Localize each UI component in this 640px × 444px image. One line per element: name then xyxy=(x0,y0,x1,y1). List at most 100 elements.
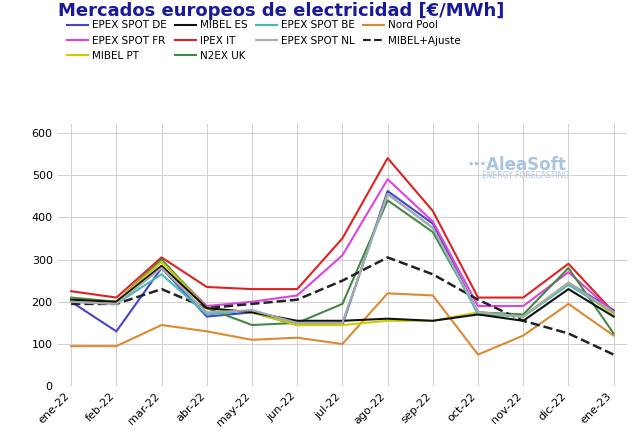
EPEX SPOT BE xyxy=(339,320,346,325)
N2EX UK xyxy=(203,305,211,311)
EPEX SPOT NL xyxy=(157,266,165,271)
MIBEL ES xyxy=(474,312,482,317)
EPEX SPOT NL xyxy=(248,308,256,313)
Nord Pool xyxy=(610,333,618,338)
EPEX SPOT NL xyxy=(474,309,482,315)
MIBEL ES xyxy=(339,318,346,323)
MIBEL ES xyxy=(520,318,527,323)
MIBEL PT xyxy=(429,318,436,323)
Nord Pool xyxy=(429,293,436,298)
MIBEL PT xyxy=(339,322,346,328)
MIBEL ES xyxy=(113,299,120,305)
Nord Pool xyxy=(520,333,527,338)
EPEX SPOT DE xyxy=(113,329,120,334)
IPEX IT xyxy=(564,261,572,266)
EPEX SPOT DE xyxy=(520,314,527,319)
MIBEL PT xyxy=(157,259,165,264)
MIBEL+Ajuste xyxy=(67,301,75,306)
EPEX SPOT DE xyxy=(339,322,346,328)
EPEX SPOT BE xyxy=(429,225,436,230)
EPEX SPOT NL xyxy=(564,280,572,285)
EPEX SPOT NL xyxy=(113,301,120,306)
EPEX SPOT DE xyxy=(293,322,301,328)
EPEX SPOT NL xyxy=(610,309,618,315)
N2EX UK xyxy=(157,257,165,262)
Line: EPEX SPOT FR: EPEX SPOT FR xyxy=(71,179,614,312)
Nord Pool xyxy=(474,352,482,357)
MIBEL+Ajuste xyxy=(339,278,346,283)
MIBEL PT xyxy=(113,299,120,305)
N2EX UK xyxy=(429,230,436,235)
EPEX SPOT BE xyxy=(564,282,572,288)
MIBEL PT xyxy=(564,280,572,285)
MIBEL+Ajuste xyxy=(384,255,392,260)
EPEX SPOT DE xyxy=(474,309,482,315)
Nord Pool xyxy=(157,322,165,328)
EPEX SPOT BE xyxy=(610,309,618,315)
MIBEL+Ajuste xyxy=(474,297,482,302)
EPEX SPOT BE xyxy=(67,299,75,305)
N2EX UK xyxy=(474,309,482,315)
MIBEL PT xyxy=(384,318,392,323)
EPEX SPOT NL xyxy=(384,191,392,197)
MIBEL PT xyxy=(474,309,482,315)
MIBEL+Ajuste xyxy=(564,331,572,336)
EPEX SPOT DE xyxy=(610,308,618,313)
IPEX IT xyxy=(384,155,392,161)
Line: MIBEL ES: MIBEL ES xyxy=(71,266,614,321)
Line: EPEX SPOT DE: EPEX SPOT DE xyxy=(71,191,614,331)
EPEX SPOT NL xyxy=(203,309,211,315)
MIBEL PT xyxy=(203,305,211,311)
N2EX UK xyxy=(610,331,618,336)
EPEX SPOT BE xyxy=(113,301,120,306)
Line: EPEX SPOT BE: EPEX SPOT BE xyxy=(71,194,614,323)
IPEX IT xyxy=(520,295,527,300)
Line: MIBEL PT: MIBEL PT xyxy=(71,262,614,325)
EPEX SPOT FR xyxy=(429,219,436,224)
MIBEL+Ajuste xyxy=(157,286,165,292)
IPEX IT xyxy=(113,295,120,300)
EPEX SPOT FR xyxy=(339,253,346,258)
EPEX SPOT DE xyxy=(429,221,436,226)
EPEX SPOT FR xyxy=(203,303,211,309)
MIBEL ES xyxy=(610,314,618,319)
Line: MIBEL+Ajuste: MIBEL+Ajuste xyxy=(71,258,614,355)
MIBEL PT xyxy=(67,297,75,302)
EPEX SPOT NL xyxy=(67,299,75,305)
EPEX SPOT FR xyxy=(610,309,618,315)
MIBEL ES xyxy=(157,263,165,269)
IPEX IT xyxy=(203,284,211,289)
EPEX SPOT DE xyxy=(248,309,256,315)
MIBEL+Ajuste xyxy=(248,301,256,306)
EPEX SPOT BE xyxy=(384,191,392,197)
EPEX SPOT BE xyxy=(203,312,211,317)
MIBEL PT xyxy=(248,309,256,315)
EPEX SPOT BE xyxy=(520,314,527,319)
EPEX SPOT NL xyxy=(293,320,301,325)
Nord Pool xyxy=(203,329,211,334)
EPEX SPOT BE xyxy=(474,312,482,317)
Nord Pool xyxy=(564,301,572,306)
MIBEL+Ajuste xyxy=(113,301,120,306)
N2EX UK xyxy=(339,301,346,306)
N2EX UK xyxy=(67,295,75,300)
IPEX IT xyxy=(157,255,165,260)
EPEX SPOT DE xyxy=(203,314,211,319)
EPEX SPOT FR xyxy=(293,293,301,298)
Line: N2EX UK: N2EX UK xyxy=(71,200,614,333)
N2EX UK xyxy=(520,312,527,317)
Nord Pool xyxy=(293,335,301,341)
IPEX IT xyxy=(67,289,75,294)
EPEX SPOT DE xyxy=(384,188,392,194)
MIBEL+Ajuste xyxy=(610,352,618,357)
EPEX SPOT BE xyxy=(293,320,301,325)
IPEX IT xyxy=(248,286,256,292)
EPEX SPOT BE xyxy=(157,272,165,277)
MIBEL+Ajuste xyxy=(203,305,211,311)
EPEX SPOT FR xyxy=(67,299,75,305)
EPEX SPOT FR xyxy=(113,299,120,305)
Line: IPEX IT: IPEX IT xyxy=(71,158,614,312)
EPEX SPOT NL xyxy=(429,225,436,230)
Nord Pool xyxy=(339,341,346,347)
MIBEL ES xyxy=(564,286,572,292)
